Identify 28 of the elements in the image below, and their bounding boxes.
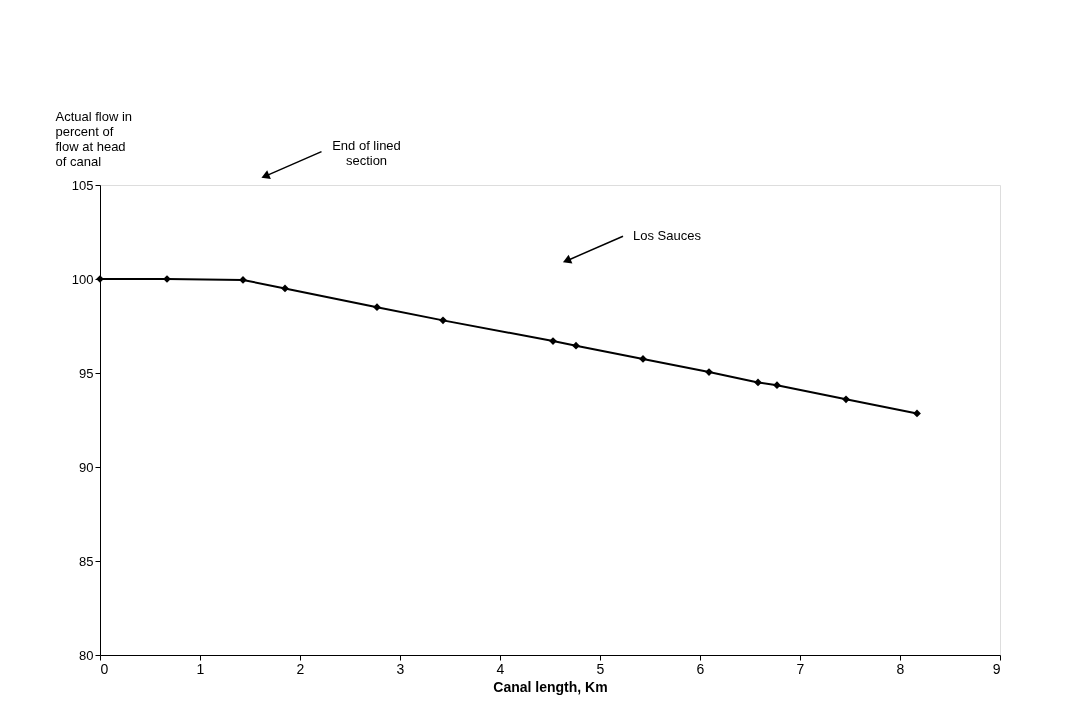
point (754, 378, 762, 387)
y-tick-label: 85 (79, 553, 94, 569)
x-tick-label: 4 (496, 660, 505, 677)
x-tick-label: 9 (992, 660, 1001, 677)
text: End of lined section (332, 137, 401, 168)
x-tick-label: 8 (896, 660, 905, 677)
y-tick-label: 100 (71, 271, 94, 287)
point (439, 316, 447, 325)
y-axis-title: Actual flow in percent of flow at head of canal (55, 108, 133, 169)
x-tick-label: 1 (196, 660, 205, 677)
y-tick-label: 95 (79, 365, 94, 381)
x-tick-label: 5 (596, 660, 605, 677)
x-tick-label: 2 (296, 660, 305, 677)
y-tick-label: 80 (79, 647, 94, 663)
y-tick-label: 90 (79, 459, 94, 475)
point (773, 381, 781, 390)
x-axis-title: Canal length, Km (493, 678, 608, 695)
point (913, 409, 921, 418)
point (572, 341, 580, 350)
x-tick-label: 3 (396, 660, 405, 677)
point (281, 284, 289, 293)
y-tick-label: 105 (71, 177, 94, 193)
x-tick-label: 7 (796, 660, 805, 677)
annotation: Los Sauces (633, 228, 702, 244)
point (842, 395, 850, 404)
point (373, 303, 381, 312)
x-tick-label: 0 (100, 660, 109, 677)
x-tick-label: 6 (696, 660, 705, 677)
